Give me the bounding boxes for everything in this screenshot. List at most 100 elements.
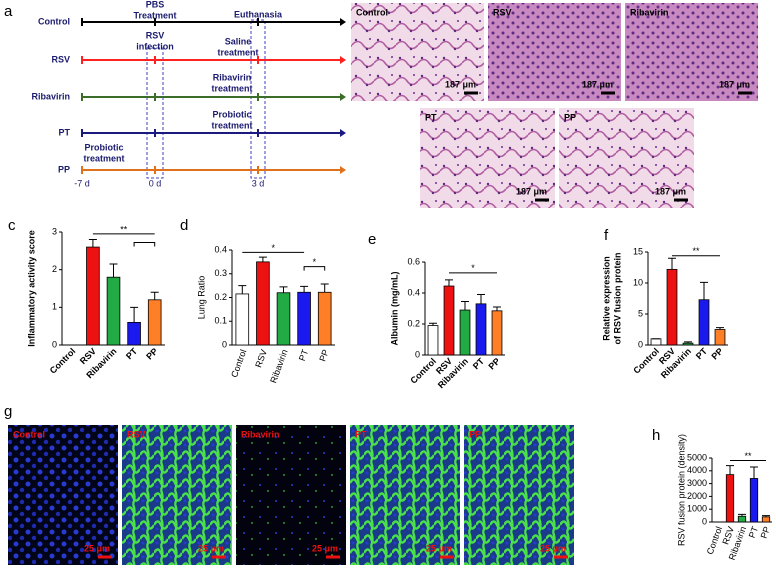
panel-letter: d xyxy=(180,217,188,234)
error-bar xyxy=(109,263,118,278)
y-tick-label: 2 xyxy=(52,264,57,274)
y-tick-label: 5 xyxy=(638,308,643,318)
y-axis-label: Lung Ratio xyxy=(196,276,206,320)
bar xyxy=(491,310,503,356)
y-tick-label: 10 xyxy=(633,277,643,287)
image-label: Ribavirin xyxy=(241,429,280,439)
error-bar xyxy=(88,239,97,248)
image-label: PT xyxy=(425,112,437,122)
x-tick-label: PT xyxy=(124,346,140,362)
micrograph xyxy=(350,425,460,565)
bar xyxy=(475,303,487,356)
y-tick-label: 0.4 xyxy=(214,244,227,254)
bar xyxy=(682,342,694,346)
x-tick-label: PT xyxy=(694,346,710,362)
y-tick-label: 3000 xyxy=(687,478,707,488)
x-tick-label: Ribavirin xyxy=(268,348,289,384)
annotation: PBS xyxy=(146,0,165,9)
bar xyxy=(714,329,726,346)
annotation: treatment xyxy=(83,153,124,163)
micrograph xyxy=(236,425,346,565)
micrograph xyxy=(464,425,574,565)
scale-label: 25 μm xyxy=(426,543,452,553)
scale-label: 187 μm xyxy=(655,186,686,196)
error-bar xyxy=(762,515,770,517)
arrow-head xyxy=(340,56,346,64)
image-label: PP xyxy=(469,429,481,439)
image-label: RSV xyxy=(127,429,146,439)
bar xyxy=(749,478,759,523)
y-tick-label: 4000 xyxy=(687,465,707,475)
annotation: RSV xyxy=(146,30,165,40)
scale-label: 187 μm xyxy=(582,79,613,89)
bar xyxy=(256,261,270,346)
x-tick-label: Control xyxy=(229,348,248,379)
annotation: Probiotic xyxy=(212,109,251,119)
x-tick-label: RSV xyxy=(253,348,269,369)
micrograph xyxy=(122,425,232,565)
y-axis-label: Albumin (mg/mL) xyxy=(389,272,399,346)
annotation: infection xyxy=(136,41,174,51)
y-tick-label: 1000 xyxy=(687,504,707,514)
dashed-box xyxy=(146,47,164,179)
significance-label: ** xyxy=(120,224,128,234)
y-tick-label: 0.2 xyxy=(407,318,420,328)
micrograph xyxy=(351,3,484,101)
annotation: treatment xyxy=(217,47,258,57)
panel-letter: c xyxy=(8,217,16,234)
bar xyxy=(725,474,735,523)
bar xyxy=(86,246,100,346)
image-label: RSV xyxy=(493,7,512,17)
panel-letter: a xyxy=(4,3,13,20)
bar xyxy=(698,299,710,346)
bar xyxy=(737,515,747,523)
bar xyxy=(297,291,311,346)
y-tick-label: 0 xyxy=(415,349,420,359)
arrow-head xyxy=(340,18,346,26)
y-axis-label: RSV fusion protein (density) xyxy=(676,434,686,546)
row-label: Control xyxy=(38,16,70,26)
error-bar xyxy=(238,285,247,294)
error-bar xyxy=(320,283,329,293)
x-tick-label: PT xyxy=(297,348,311,363)
scale-label: 187 μm xyxy=(719,79,750,89)
annotation: Ribavirin xyxy=(213,72,252,82)
annotation: treatment xyxy=(211,120,252,130)
scale-label: 25 μm xyxy=(198,543,224,553)
y-tick-label: 0 xyxy=(52,339,57,349)
significance-label: ** xyxy=(692,246,700,256)
micrograph xyxy=(488,3,621,101)
immunofluorescence-panel: g xyxy=(4,403,12,420)
panel-letter: f xyxy=(604,227,609,244)
significance-line xyxy=(303,266,326,271)
y-tick-label: 0.2 xyxy=(214,292,227,302)
y-tick-label: 2000 xyxy=(687,491,707,501)
significance-line xyxy=(133,242,156,247)
y-tick-label: 0 xyxy=(638,339,643,349)
day-label: 0 d xyxy=(149,178,162,188)
x-tick-label: PP xyxy=(759,525,773,540)
x-tick-label: PP xyxy=(144,346,160,362)
bar xyxy=(235,293,250,346)
bar xyxy=(459,309,471,356)
significance-label: * xyxy=(471,263,475,273)
bar xyxy=(317,291,332,346)
micrograph xyxy=(8,425,118,565)
micrograph xyxy=(559,108,694,208)
micrograph xyxy=(420,108,555,208)
error-bar xyxy=(150,291,159,300)
row-label: PT xyxy=(58,127,70,137)
scale-label: 187 μm xyxy=(516,186,547,196)
annotation: Treatment xyxy=(133,10,176,20)
y-tick-label: 0 xyxy=(702,516,707,526)
day-label: 3 d xyxy=(252,178,265,188)
bar xyxy=(666,268,678,346)
error-bar xyxy=(668,257,676,270)
day-label: -7 d xyxy=(74,178,90,188)
error-bar xyxy=(716,327,724,330)
x-tick-label: Control xyxy=(48,346,78,376)
image-label: Ribavirin xyxy=(630,7,669,17)
annotation: Saline xyxy=(225,36,252,46)
arrow-head xyxy=(340,166,346,174)
